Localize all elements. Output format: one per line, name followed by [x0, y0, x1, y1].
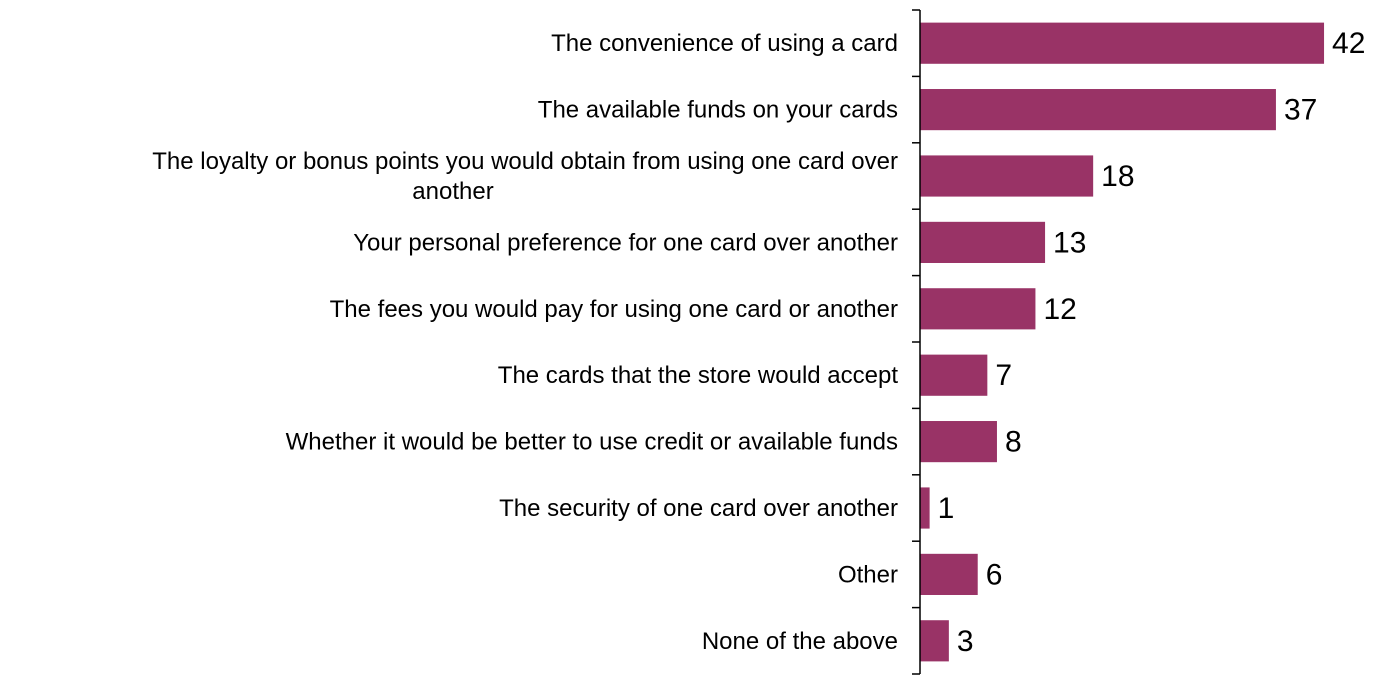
- bar-value-label: 8: [1005, 426, 1022, 459]
- category-label: The loyalty or bonus points you would ob…: [152, 148, 898, 175]
- category-label: The convenience of using a card: [551, 30, 898, 57]
- category-label: The available funds on your cards: [538, 97, 898, 124]
- bar: [920, 487, 930, 529]
- bar: [920, 155, 1094, 197]
- category-label: The cards that the store would accept: [498, 362, 899, 389]
- bar-value-label: 12: [1043, 293, 1076, 326]
- bar: [920, 221, 1046, 263]
- bar-value-label: 42: [1332, 27, 1365, 60]
- bar-value-label: 6: [986, 558, 1003, 591]
- bar-value-label: 13: [1053, 226, 1086, 259]
- bar: [920, 22, 1325, 64]
- category-label: None of the above: [702, 628, 898, 655]
- bar: [920, 553, 978, 595]
- category-label: Other: [838, 561, 898, 588]
- bar: [920, 421, 997, 463]
- category-label: Whether it would be better to use credit…: [286, 429, 898, 456]
- bar: [920, 89, 1276, 131]
- bar: [920, 354, 988, 396]
- bar-value-label: 7: [995, 359, 1012, 392]
- category-label: The security of one card over another: [499, 495, 898, 522]
- bar-value-label: 3: [957, 625, 974, 658]
- bar-value-label: 18: [1101, 160, 1134, 193]
- bar: [920, 288, 1036, 330]
- category-label: Your personal preference for one card ov…: [353, 229, 898, 256]
- category-label: another: [412, 178, 493, 205]
- bar-value-label: 1: [938, 492, 955, 525]
- category-label: The fees you would pay for using one car…: [330, 296, 898, 323]
- bar-value-label: 37: [1284, 94, 1317, 127]
- bar: [920, 620, 949, 662]
